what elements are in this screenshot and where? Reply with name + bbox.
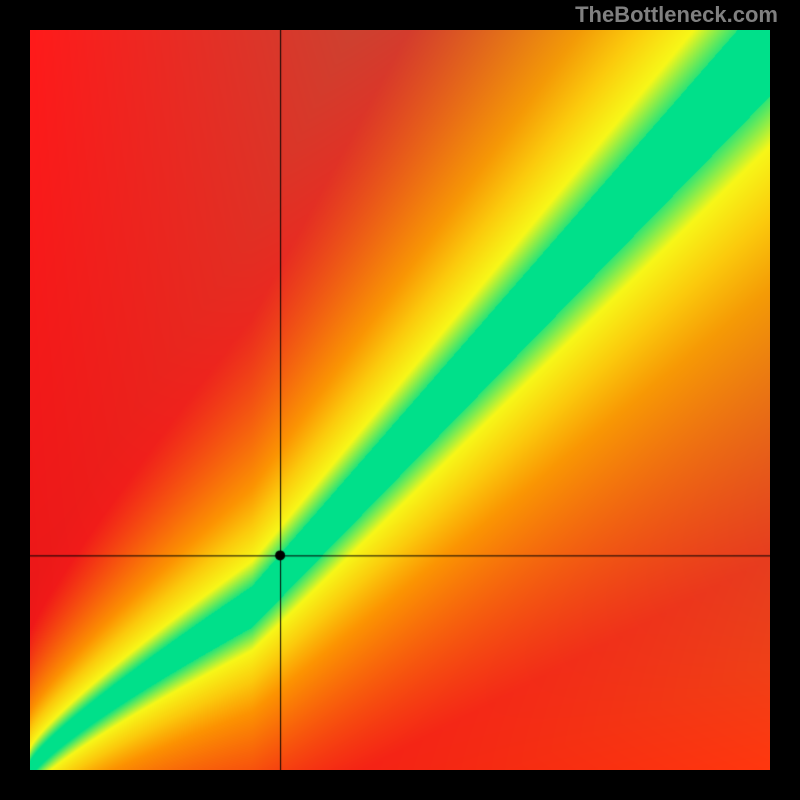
chart-container: TheBottleneck.com — [0, 0, 800, 800]
heatmap-canvas — [30, 30, 770, 770]
heatmap-plot — [30, 30, 770, 770]
watermark-label: TheBottleneck.com — [575, 2, 778, 28]
